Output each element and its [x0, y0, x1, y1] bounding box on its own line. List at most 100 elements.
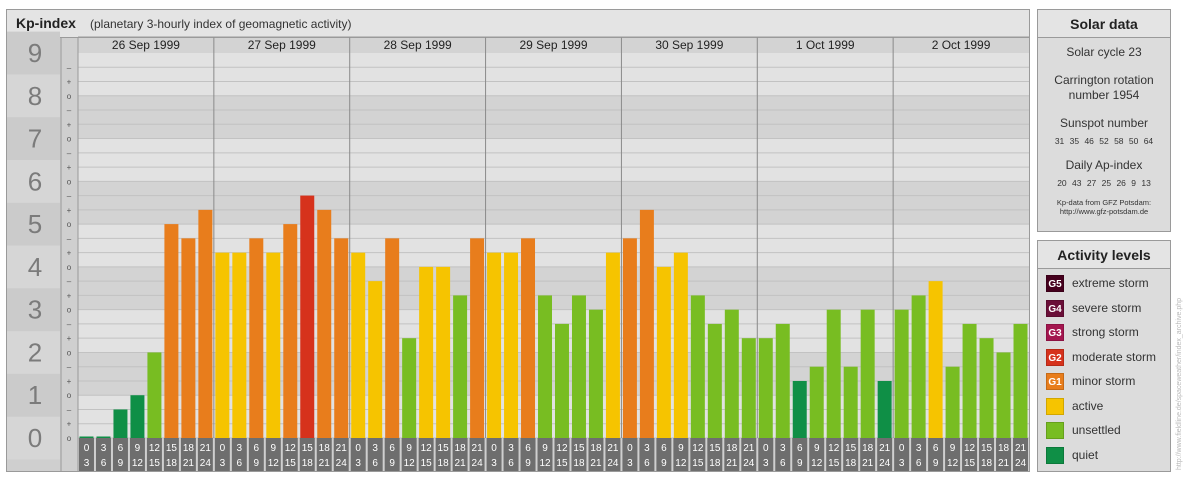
interval-end-label: 6	[780, 458, 786, 469]
interval-start-label: 18	[998, 443, 1010, 454]
kp-bar	[979, 338, 994, 438]
kp-bar	[945, 366, 960, 438]
kp-bar	[1013, 323, 1028, 438]
sunspot-values: 31 35 46 52 58 50 64	[1054, 136, 1154, 146]
legend-label: minor storm	[1072, 374, 1136, 388]
interval-end-label: 18	[709, 458, 721, 469]
kp-bar	[215, 252, 230, 438]
interval-end-label: 3	[899, 458, 905, 469]
interval-cell	[877, 438, 893, 471]
interval-start-label: 0	[763, 443, 769, 454]
chart-subtitle: (planetary 3-hourly index of geomagnetic…	[90, 17, 352, 31]
kp-bar	[809, 366, 824, 438]
day-label: 2 Oct 1999	[932, 38, 991, 52]
kp-band	[78, 181, 1029, 225]
y-minor-mark: o	[67, 391, 72, 400]
interval-start-label: 18	[183, 443, 195, 454]
interval-end-label: 6	[644, 458, 650, 469]
y-minor-mark: –	[67, 405, 72, 414]
interval-start-label: 12	[285, 443, 297, 454]
interval-cell	[520, 438, 536, 471]
interval-start-label: 18	[726, 443, 738, 454]
interval-end-label: 9	[118, 458, 124, 469]
interval-cell	[401, 438, 417, 471]
interval-start-label: 3	[237, 443, 243, 454]
interval-start-label: 15	[438, 443, 450, 454]
interval-start-label: 9	[678, 443, 684, 454]
interval-start-label: 21	[1015, 443, 1027, 454]
kp-bar	[198, 209, 213, 438]
y-minor-mark: +	[67, 377, 72, 386]
interval-start-label: 6	[525, 443, 531, 454]
day-label: 1 Oct 1999	[796, 38, 855, 52]
legend-item-severe-storm: G4 severe storm	[1038, 296, 1170, 321]
interval-end-label: 21	[183, 458, 195, 469]
interval-end-label: 3	[220, 458, 226, 469]
y-minor-mark: +	[67, 291, 72, 300]
interval-start-label: 12	[964, 443, 976, 454]
interval-start-label: 15	[845, 443, 857, 454]
interval-start-label: 0	[899, 443, 905, 454]
interval-cell	[112, 438, 128, 471]
kp-bar	[724, 309, 739, 438]
kp-bar	[79, 436, 94, 438]
interval-cell	[724, 438, 740, 471]
interval-cell	[79, 438, 94, 471]
interval-start-label: 0	[491, 443, 497, 454]
day-label: 26 Sep 1999	[112, 38, 180, 52]
interval-end-label: 24	[743, 458, 755, 469]
interval-start-label: 21	[472, 443, 484, 454]
y-minor-mark: +	[67, 163, 72, 172]
kp-bar	[487, 252, 502, 438]
kp-bar	[300, 195, 315, 438]
kp-bar	[588, 309, 603, 438]
scale-cell	[7, 288, 60, 332]
interval-start-label: 9	[814, 443, 820, 454]
kp-bar	[181, 238, 196, 438]
y-minor-mark: –	[67, 192, 72, 201]
scale-cell	[7, 159, 60, 203]
day-label: 29 Sep 1999	[519, 38, 587, 52]
interval-end-label: 24	[200, 458, 212, 469]
kp-bar	[147, 352, 162, 438]
kp-bar	[436, 266, 451, 438]
interval-start-label: 6	[254, 443, 260, 454]
data-source-link[interactable]: http://www.gfz-potsdam.de	[1059, 207, 1149, 216]
interval-end-label: 24	[607, 458, 619, 469]
kp-bar	[860, 309, 875, 438]
y-minor-mark: –	[67, 363, 72, 372]
interval-cell	[350, 438, 366, 471]
interval-cell	[894, 438, 910, 471]
interval-cell	[129, 438, 145, 471]
interval-cell	[452, 438, 468, 471]
carrington-rotation: Carrington rotation number 1954	[1054, 73, 1154, 102]
interval-start-label: 9	[406, 443, 412, 454]
interval-start-label: 3	[372, 443, 378, 454]
interval-start-label: 12	[692, 443, 704, 454]
y-minor-mark: o	[67, 306, 72, 315]
interval-start-label: 21	[743, 443, 755, 454]
legend-swatch	[1046, 446, 1064, 464]
interval-cell	[809, 438, 825, 471]
interval-cell	[146, 438, 162, 471]
interval-start-label: 18	[590, 443, 602, 454]
interval-end-label: 21	[998, 458, 1010, 469]
kp-bar	[605, 252, 620, 438]
interval-end-label: 9	[525, 458, 531, 469]
interval-cell	[265, 438, 281, 471]
y-minor-mark: +	[67, 120, 72, 129]
interval-start-label: 21	[607, 443, 619, 454]
kp-bar	[538, 295, 552, 438]
interval-cell	[418, 438, 434, 471]
legend-swatch: G4	[1046, 299, 1064, 317]
kp-bar	[555, 323, 569, 438]
kp-bar	[741, 338, 756, 438]
interval-start-label: 6	[797, 443, 803, 454]
kp-bar	[622, 238, 637, 438]
legend-label: quiet	[1072, 447, 1099, 462]
interval-start-label: 0	[220, 443, 226, 454]
interval-start-label: 9	[542, 443, 548, 454]
y-minor-mark: +	[67, 249, 72, 258]
interval-start-label: 12	[421, 443, 433, 454]
kp-bar	[470, 238, 485, 438]
